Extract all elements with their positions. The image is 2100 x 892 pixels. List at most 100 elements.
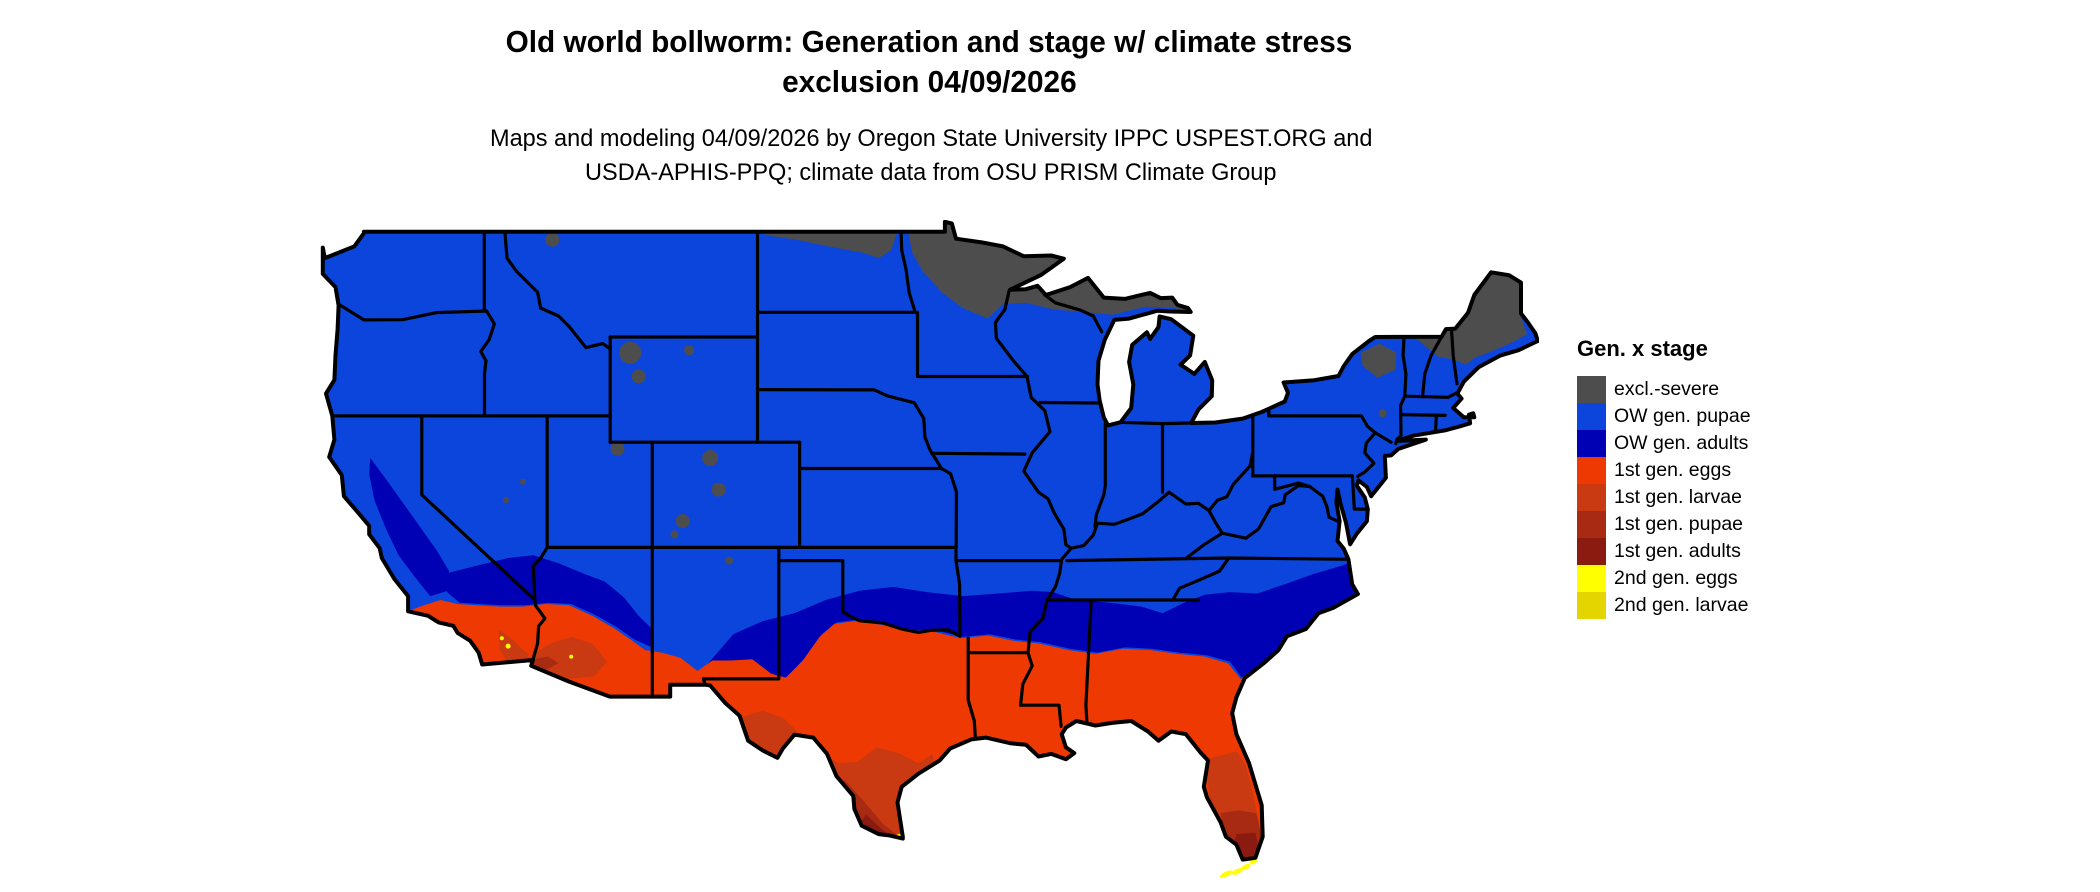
legend-row-ow_pupae: OW gen. pupae: [1577, 403, 1877, 430]
us-map: [306, 220, 1539, 879]
state-border-line: [899, 230, 917, 314]
zone-dot-g2_eggs: [499, 636, 504, 641]
legend-label: 1st gen. pupae: [1614, 513, 1744, 535]
zone-dot-excl: [610, 441, 625, 456]
state-border-line: [1401, 335, 1408, 398]
state-border-line: [966, 636, 977, 740]
state-border-line: [1043, 293, 1104, 334]
legend-rows: excl.-severe OW gen. pupae OW gen. adults 1…: [1577, 376, 1877, 619]
legend-row-g1_pupae: 1st gen. pupae: [1577, 511, 1877, 538]
state-border-line: [1350, 474, 1370, 511]
state-border-line: [777, 545, 845, 614]
legend-swatch-g1_eggs: [1577, 457, 1606, 484]
legend-row-g2_larvae: 2nd gen. larvae: [1577, 592, 1877, 619]
legend-label: OW gen. adults: [1614, 432, 1749, 454]
zone-dot-excl: [619, 341, 642, 364]
zone-dot-excl: [519, 478, 526, 485]
legend-label: 1st gen. adults: [1614, 540, 1741, 562]
state-border-line: [1273, 474, 1343, 524]
state-border-line: [954, 545, 962, 638]
state-border-line: [1433, 413, 1438, 434]
state-border-line: [1356, 431, 1377, 478]
zone-dot-excl: [631, 369, 646, 384]
legend-swatch-g1_adults: [1577, 538, 1606, 565]
legend-swatch-g1_pupae: [1577, 511, 1606, 538]
zone-g1_eggs: [394, 600, 1275, 860]
state-border-line: [1267, 407, 1377, 435]
state-border-line: [755, 388, 944, 471]
legend-label: 2nd gen. eggs: [1614, 567, 1738, 589]
zone-dot-excl: [503, 497, 509, 504]
state-border-line: [1399, 413, 1447, 417]
page-subtitle-line1: Maps and modeling 04/09/2026 by Oregon S…: [489, 125, 1373, 152]
legend-row-ow_adults: OW gen. adults: [1577, 430, 1877, 457]
zone-dot-excl: [1378, 409, 1387, 418]
state-border-line: [1084, 598, 1093, 726]
legend-title: Gen. x stage: [1577, 336, 1708, 361]
florida-keys-speck: [1219, 870, 1233, 878]
state-border-line: [1184, 484, 1312, 560]
state-border-line: [930, 451, 1027, 456]
legend-row-g1_eggs: 1st gen. eggs: [1577, 457, 1877, 484]
map-legend: Gen. x stage excl.-severe OW gen. pupae OW…: [1577, 336, 1877, 619]
page-subtitle-line2: USDA-APHIS-PPQ; climate data from OSU PR…: [585, 159, 1277, 186]
state-border-line: [1038, 400, 1102, 405]
state-border-line: [1171, 556, 1231, 602]
legend-swatch-ow_adults: [1577, 430, 1606, 457]
state-border-line: [993, 289, 1073, 550]
state-border-line: [1019, 546, 1073, 707]
state-border-line: [420, 414, 547, 662]
legend-swatch-g1_larvae: [1577, 484, 1606, 511]
legend-swatch-g2_larvae: [1577, 592, 1606, 619]
state-border-line: [479, 309, 496, 418]
us-map-svg: [320, 220, 1539, 878]
zone-dot-excl: [702, 450, 719, 466]
us-outline: [320, 220, 1539, 862]
state-border-line: [337, 302, 489, 322]
state-border-line: [1403, 391, 1458, 399]
state-border-line: [841, 610, 962, 638]
florida-keys-speck: [1231, 868, 1244, 875]
zone-g1_larvae: [498, 629, 530, 666]
state-border-line: [503, 230, 612, 351]
legend-swatch-ow_pupae: [1577, 403, 1606, 430]
state-border-line: [1019, 703, 1063, 728]
state-border-line: [939, 466, 958, 549]
state-border-line: [1207, 509, 1224, 535]
legend-row-g1_larvae: 1st gen. larvae: [1577, 484, 1877, 511]
state-border-line: [1449, 327, 1459, 386]
legend-label: excl.-severe: [1614, 378, 1720, 400]
zone-dot-g2_eggs: [505, 643, 511, 649]
legend-row-g1_adults: 1st gen. adults: [1577, 538, 1877, 565]
legend-swatch-excl: [1577, 376, 1606, 403]
zone-dot-excl: [684, 345, 695, 356]
state-border-line: [1093, 422, 1107, 528]
zone-excl: [756, 221, 1203, 322]
zone-dot-excl: [711, 482, 726, 497]
zone-dot-excl: [545, 232, 560, 247]
page-title: Old world bollworm: Generation and stage…: [0, 22, 1858, 102]
legend-label: 1st gen. eggs: [1614, 459, 1732, 481]
legend-row-excl: excl.-severe: [1577, 376, 1877, 403]
legend-swatch-g2_eggs: [1577, 565, 1606, 592]
legend-label: 1st gen. larvae: [1614, 486, 1742, 508]
page-title-line1: Old world bollworm: Generation and stage…: [505, 24, 1353, 59]
state-border-line: [1373, 431, 1393, 444]
state-border-line: [915, 310, 1030, 379]
legend-label: 2nd gen. larvae: [1614, 594, 1749, 616]
florida-keys-speck: [1241, 863, 1251, 871]
zone-dot-excl: [670, 530, 679, 539]
zone-g1_larvae: [530, 636, 607, 679]
zone-dot-excl: [675, 514, 690, 529]
zone-excl: [1360, 343, 1397, 378]
state-border-line: [1110, 420, 1193, 426]
state-border-line: [1420, 335, 1444, 399]
state-border-line: [701, 559, 781, 687]
zone-ow_adults: [369, 458, 450, 597]
zone-ow_adults: [444, 555, 653, 648]
zone-dot-g2_eggs: [569, 654, 574, 659]
legend-label: OW gen. pupae: [1614, 405, 1751, 427]
page-title-line2: exclusion 04/09/2026: [781, 64, 1077, 99]
legend-row-g2_eggs: 2nd gen. eggs: [1577, 565, 1877, 592]
page-subtitle: Maps and modeling 04/09/2026 by Oregon S…: [0, 122, 1862, 190]
